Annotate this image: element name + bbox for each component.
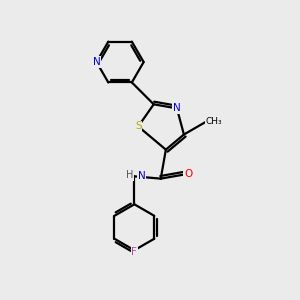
Text: CH₃: CH₃ — [206, 118, 222, 127]
Text: N: N — [93, 57, 101, 67]
Text: N: N — [138, 171, 146, 181]
Text: F: F — [131, 247, 137, 257]
Text: S: S — [135, 122, 142, 131]
Text: O: O — [184, 169, 193, 179]
Text: N: N — [173, 103, 181, 113]
Text: H: H — [125, 170, 133, 180]
